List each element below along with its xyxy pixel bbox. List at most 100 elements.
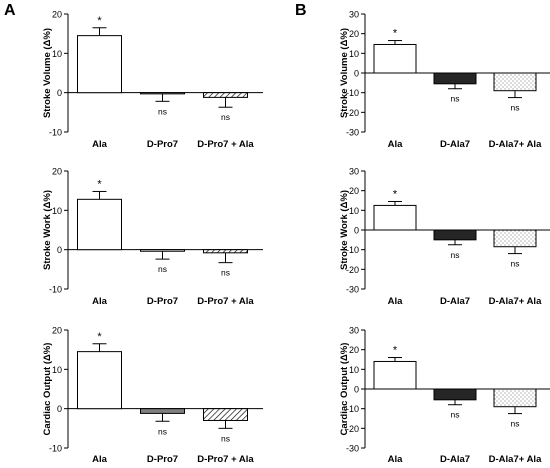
x-tick-label: D-Ala7+ Ala — [489, 296, 542, 307]
x-tick-label: Ala — [92, 454, 108, 465]
y-tick-label: -10 — [49, 285, 62, 295]
bar-2 — [493, 388, 537, 408]
y-tick-label: 0 — [354, 385, 359, 395]
y-axis-label: Stroke Work (Δ%) — [42, 190, 53, 270]
y-tick-label: 0 — [57, 404, 62, 414]
x-tick-label: D-Pro7 + Ala — [197, 139, 254, 150]
y-tick-label: 0 — [354, 69, 359, 79]
x-tick-label: D-Ala7 — [440, 454, 470, 465]
bar-2 — [203, 408, 248, 421]
y-tick-label: -30 — [346, 128, 359, 138]
y-axis-label: Stroke Work (Δ%) — [339, 190, 350, 270]
y-tick-label: 30 — [349, 10, 359, 20]
x-tick-label: D-Ala7+ Ala — [489, 454, 542, 465]
significance-label: ns — [158, 426, 167, 436]
y-tick-label: -30 — [346, 444, 359, 454]
chart-b-stroke-work: -30 -20 -10 0 10 20 30 Stroke Work (Δ%) * Ala ns D-… — [339, 167, 550, 307]
y-tick-label: 20 — [349, 29, 359, 39]
y-tick-label: -20 — [346, 424, 359, 434]
x-tick-label: D-Ala7 — [440, 139, 470, 150]
x-tick-label: D-Pro7 — [147, 139, 178, 150]
chart-b-stroke-volume: -30 -20 -10 0 10 20 30 Stroke Volume (Δ%) * Ala ns… — [339, 10, 550, 150]
y-tick-label: -30 — [346, 285, 359, 295]
y-tick-label: 10 — [349, 365, 359, 375]
bar-0 — [373, 204, 417, 231]
bar-1 — [140, 249, 185, 252]
x-tick-label: D-Ala7 — [440, 296, 470, 307]
y-tick-label: 20 — [52, 167, 62, 177]
x-tick-label: Ala — [92, 139, 108, 150]
chart-a-cardiac-output: -10 0 10 20 Cardiac Output (Δ%) * Ala ns D-Pro7 n… — [42, 326, 263, 465]
y-tick-label: 30 — [349, 326, 359, 336]
y-tick-label: -20 — [346, 108, 359, 118]
y-tick-label: 0 — [354, 226, 359, 236]
y-tick-label: 0 — [57, 88, 62, 98]
significance-label: ns — [221, 268, 230, 278]
bar-0 — [77, 35, 122, 94]
y-tick-label: -10 — [346, 404, 359, 414]
significance-label: ns — [451, 94, 460, 104]
x-tick-label: D-Pro7 + Ala — [197, 454, 254, 465]
significance-label: ns — [221, 433, 230, 443]
significance-label: ns — [511, 419, 520, 429]
y-tick-label: 0 — [57, 245, 62, 255]
y-tick-label: -20 — [346, 265, 359, 275]
significance-label: ns — [451, 410, 460, 420]
significance-label: ns — [158, 106, 167, 116]
y-tick-label: 10 — [52, 206, 62, 216]
y-tick-label: 10 — [52, 365, 62, 375]
bar-0 — [77, 351, 122, 410]
y-tick-label: 10 — [349, 206, 359, 216]
significance-label: * — [97, 331, 102, 343]
bar-1 — [433, 72, 477, 85]
y-tick-label: 20 — [349, 345, 359, 355]
significance-label: ns — [221, 112, 230, 122]
x-tick-label: D-Pro7 — [147, 454, 178, 465]
bar-2 — [493, 72, 537, 92]
y-tick-label: -10 — [346, 88, 359, 98]
bar-0 — [373, 43, 417, 74]
x-tick-label: Ala — [388, 296, 404, 307]
bar-0 — [77, 198, 122, 251]
y-tick-label: -10 — [49, 128, 62, 138]
y-tick-label: -10 — [49, 444, 62, 454]
y-tick-label: 10 — [349, 49, 359, 59]
significance-label: ns — [511, 103, 520, 113]
bar-2 — [203, 249, 248, 254]
significance-label: * — [393, 28, 398, 40]
significance-label: ns — [158, 264, 167, 274]
x-tick-label: Ala — [388, 454, 404, 465]
y-axis-label: Cardiac Output (Δ%) — [339, 343, 350, 436]
y-tick-label: 10 — [52, 49, 62, 59]
significance-label: * — [97, 178, 102, 190]
bar-1 — [433, 229, 477, 241]
bar-0 — [373, 360, 417, 390]
chart-a-stroke-work: -10 0 10 20 Stroke Work (Δ%) * Ala ns D-Pro7 ns D-… — [42, 167, 263, 307]
y-axis-label: Cardiac Output (Δ%) — [42, 343, 53, 436]
panel-label-b: B — [295, 2, 307, 19]
significance-label: ns — [451, 250, 460, 260]
y-tick-label: 30 — [349, 167, 359, 177]
bar-2 — [203, 92, 248, 98]
significance-label: * — [393, 188, 398, 200]
x-tick-label: Ala — [388, 139, 404, 150]
x-tick-label: D-Ala7+ Ala — [489, 139, 542, 150]
significance-label: ns — [511, 259, 520, 269]
y-tick-label: 20 — [52, 326, 62, 336]
bar-1 — [433, 388, 477, 401]
y-tick-label: 20 — [52, 10, 62, 20]
y-tick-label: -10 — [346, 245, 359, 255]
y-axis-label: Stroke Volume (Δ%) — [339, 28, 350, 118]
x-tick-label: D-Pro7 — [147, 296, 178, 307]
x-tick-label: Ala — [92, 296, 108, 307]
chart-a-stroke-volume: -10 0 10 20 Stroke Volume (Δ%) * Ala ns D-Pro7 ns… — [42, 10, 263, 150]
panel-label-a: A — [4, 2, 16, 19]
y-axis-label: Stroke Volume (Δ%) — [42, 28, 53, 118]
bar-1 — [140, 408, 185, 414]
x-tick-label: D-Pro7 + Ala — [197, 296, 254, 307]
significance-label: * — [393, 345, 398, 357]
significance-label: * — [97, 15, 102, 27]
chart-b-cardiac-output: -30 -20 -10 0 10 20 30 Cardiac Output (Δ%) * Ala n… — [339, 326, 550, 465]
